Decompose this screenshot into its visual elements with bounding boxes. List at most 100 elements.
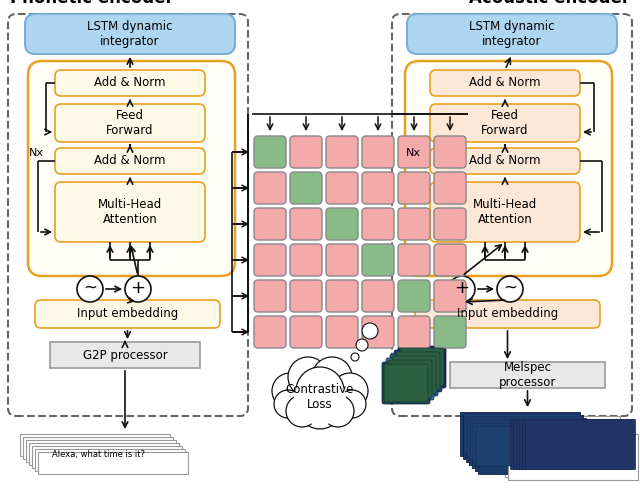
Bar	[23, 437, 173, 459]
Text: Phonetic encoder: Phonetic encoder	[10, 0, 173, 7]
FancyBboxPatch shape	[398, 244, 430, 276]
FancyBboxPatch shape	[362, 280, 394, 312]
Circle shape	[362, 323, 378, 339]
FancyBboxPatch shape	[400, 348, 444, 386]
FancyBboxPatch shape	[382, 362, 430, 404]
FancyBboxPatch shape	[430, 182, 580, 242]
Text: Add & Norm: Add & Norm	[469, 77, 541, 90]
FancyBboxPatch shape	[254, 316, 286, 348]
Text: +: +	[131, 279, 145, 297]
Circle shape	[356, 339, 368, 351]
Circle shape	[125, 276, 151, 302]
FancyBboxPatch shape	[430, 148, 580, 174]
FancyBboxPatch shape	[55, 70, 205, 96]
Bar	[29, 443, 179, 465]
Text: Acoustic encoder: Acoustic encoder	[469, 0, 630, 7]
FancyBboxPatch shape	[392, 356, 436, 394]
FancyBboxPatch shape	[398, 280, 430, 312]
FancyBboxPatch shape	[290, 208, 322, 240]
Text: Add & Norm: Add & Norm	[94, 155, 166, 167]
FancyBboxPatch shape	[434, 136, 466, 168]
Circle shape	[449, 276, 475, 302]
Bar	[493, 419, 623, 465]
FancyBboxPatch shape	[407, 14, 617, 54]
Bar	[476, 426, 592, 466]
Bar	[505, 431, 635, 477]
Bar	[478, 430, 598, 474]
Text: Multi-Head
Attention: Multi-Head Attention	[98, 198, 162, 226]
Circle shape	[312, 357, 352, 397]
Text: Input embedding: Input embedding	[77, 307, 178, 321]
Text: Contrastive
Loss: Contrastive Loss	[286, 383, 354, 411]
FancyBboxPatch shape	[384, 364, 428, 402]
FancyBboxPatch shape	[434, 280, 466, 312]
Bar	[525, 419, 635, 469]
Circle shape	[296, 367, 344, 415]
Bar	[38, 452, 188, 474]
FancyBboxPatch shape	[55, 182, 205, 242]
FancyBboxPatch shape	[290, 244, 322, 276]
Circle shape	[322, 395, 354, 427]
FancyBboxPatch shape	[362, 244, 394, 276]
FancyBboxPatch shape	[254, 136, 286, 168]
FancyBboxPatch shape	[254, 280, 286, 312]
FancyBboxPatch shape	[398, 172, 430, 204]
FancyBboxPatch shape	[398, 316, 430, 348]
FancyBboxPatch shape	[362, 208, 394, 240]
Bar	[472, 424, 592, 468]
FancyBboxPatch shape	[388, 360, 432, 398]
Bar	[450, 362, 605, 388]
FancyBboxPatch shape	[326, 136, 358, 168]
Bar	[473, 423, 589, 463]
Text: ~: ~	[503, 279, 517, 297]
Bar	[508, 434, 638, 480]
Text: LSTM dynamic
integrator: LSTM dynamic integrator	[87, 20, 173, 48]
FancyBboxPatch shape	[362, 136, 394, 168]
Bar	[26, 440, 176, 462]
Text: ~: ~	[83, 279, 97, 297]
FancyBboxPatch shape	[386, 358, 434, 400]
Text: Input embedding: Input embedding	[457, 307, 558, 321]
Circle shape	[288, 357, 328, 397]
Bar	[499, 425, 629, 471]
FancyBboxPatch shape	[254, 208, 286, 240]
FancyBboxPatch shape	[405, 61, 612, 276]
Bar	[35, 449, 185, 471]
Bar	[519, 419, 629, 469]
FancyBboxPatch shape	[434, 172, 466, 204]
FancyBboxPatch shape	[434, 316, 466, 348]
Circle shape	[77, 276, 103, 302]
Text: Nx: Nx	[406, 149, 420, 158]
FancyBboxPatch shape	[35, 300, 220, 328]
Circle shape	[298, 385, 342, 429]
FancyBboxPatch shape	[55, 104, 205, 142]
Bar	[466, 418, 586, 462]
FancyBboxPatch shape	[394, 350, 442, 392]
Bar	[469, 421, 589, 465]
Circle shape	[272, 373, 308, 409]
FancyBboxPatch shape	[398, 346, 446, 388]
Circle shape	[351, 353, 359, 361]
Bar	[467, 417, 583, 457]
Text: Add & Norm: Add & Norm	[94, 77, 166, 90]
Bar	[513, 419, 623, 469]
FancyBboxPatch shape	[430, 104, 580, 142]
FancyBboxPatch shape	[290, 172, 322, 204]
Circle shape	[294, 373, 346, 425]
Bar	[50, 342, 200, 368]
Text: Nx: Nx	[29, 149, 44, 158]
Circle shape	[338, 390, 366, 418]
Bar	[463, 415, 583, 459]
Text: Alexa, what time is it?: Alexa, what time is it?	[51, 450, 145, 459]
Circle shape	[332, 373, 368, 409]
Bar	[496, 422, 626, 468]
Bar	[464, 414, 580, 454]
Bar	[20, 434, 170, 456]
FancyBboxPatch shape	[392, 14, 632, 416]
FancyBboxPatch shape	[25, 14, 235, 54]
Bar	[522, 419, 632, 469]
Text: LSTM dynamic
integrator: LSTM dynamic integrator	[469, 20, 555, 48]
FancyBboxPatch shape	[290, 280, 322, 312]
Bar	[502, 428, 632, 474]
Text: Feed
Forward: Feed Forward	[106, 109, 154, 137]
